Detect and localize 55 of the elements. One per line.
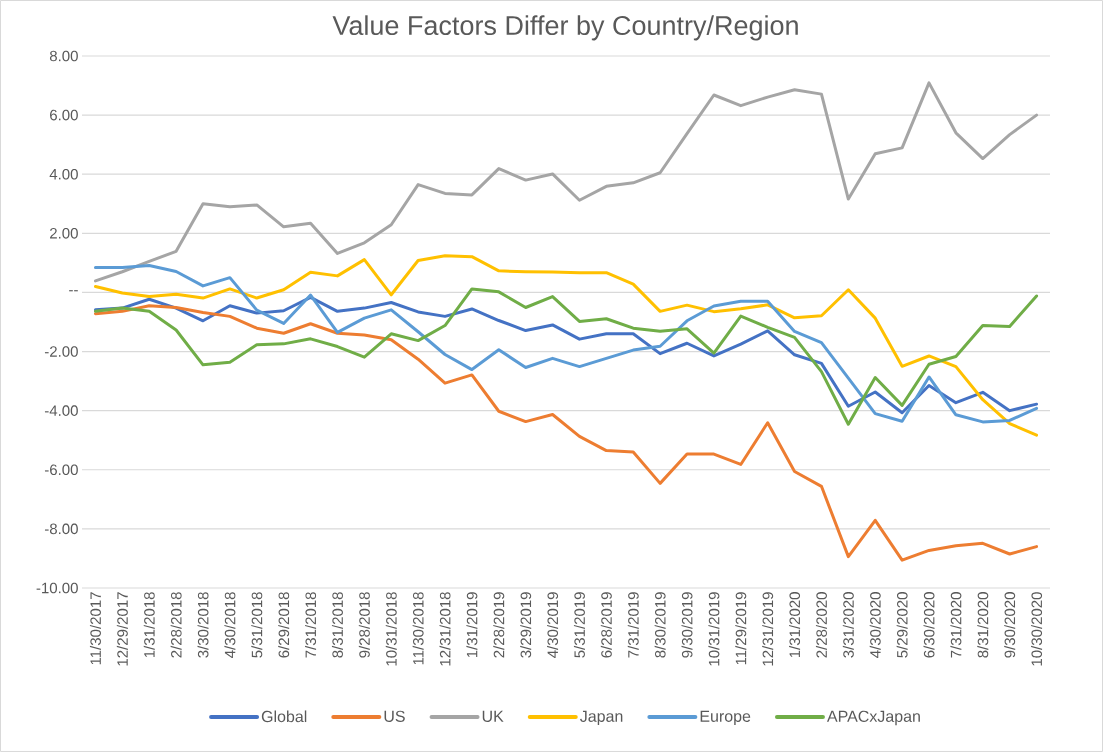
x-tick-label: 11/30/2017	[89, 592, 101, 665]
x-tick-label: 8/31/2018	[331, 592, 343, 658]
x-tick-label: 12/31/2018	[439, 592, 451, 666]
x-tick-label: 4/30/2019	[547, 592, 559, 658]
x-tick-label: 6/30/2020	[923, 592, 935, 658]
y-tick-label: --	[69, 290, 78, 292]
legend-label: Europe	[700, 710, 751, 726]
x-tick-label: 10/30/2020	[1031, 592, 1043, 666]
x-tick-label: 5/29/2020	[896, 592, 908, 658]
x-tick-label: 6/28/2019	[600, 592, 612, 658]
y-tick-label: -10.00	[36, 582, 78, 594]
legend-label: Global	[261, 710, 307, 723]
x-tick-label: 8/30/2019	[654, 592, 666, 658]
x-tick-label: 2/28/2020	[815, 592, 827, 658]
x-tick-label: 1/31/2018	[143, 592, 155, 658]
x-tick-label: 5/31/2018	[251, 592, 263, 658]
x-tick-label: 7/31/2018	[305, 592, 317, 658]
x-tick-label: 6/29/2018	[278, 592, 290, 658]
chart-title: Value Factors Differ by Country/Region	[332, 15, 798, 41]
y-tick-label: -2.00	[44, 346, 78, 357]
x-tick-label: 9/30/2020	[1004, 592, 1016, 658]
legend-label: APACxJapan	[826, 710, 920, 726]
x-tick-label: 10/31/2019	[708, 592, 720, 666]
y-tick-label: -8.00	[44, 523, 78, 535]
x-tick-label: 10/31/2018	[385, 592, 397, 666]
y-tick-label: 2.00	[50, 228, 78, 239]
x-tick-label: 2/28/2019	[493, 592, 505, 658]
x-tick-label: 2/28/2018	[170, 592, 182, 658]
x-tick-label: 3/29/2019	[520, 592, 532, 658]
x-tick-label: 3/30/2018	[197, 592, 209, 658]
legend-label: Japan	[580, 710, 623, 726]
x-tick-label: 11/29/2019	[735, 592, 747, 665]
x-tick-label: 12/29/2017	[116, 592, 128, 666]
x-tick-label: 1/31/2019	[466, 592, 478, 658]
line-series	[93, 81, 1039, 283]
x-tick-label: 11/30/2018	[412, 592, 424, 665]
legend-label: US	[384, 710, 405, 722]
x-tick-label: 7/31/2019	[627, 592, 639, 658]
x-tick-label: 1/31/2020	[789, 592, 801, 658]
x-tick-label: 9/28/2018	[358, 592, 370, 658]
y-tick-label: -4.00	[44, 405, 78, 416]
y-tick-label: 6.00	[50, 109, 78, 121]
x-tick-label: 3/31/2020	[842, 592, 854, 658]
y-tick-label: 4.00	[49, 168, 78, 180]
y-tick-label: 8.00	[49, 50, 78, 62]
y-tick-label: -6.00	[44, 464, 78, 476]
x-tick-label: 7/31/2020	[950, 592, 962, 658]
x-tick-label: 5/31/2019	[573, 592, 585, 658]
x-tick-label: 8/31/2020	[977, 592, 989, 658]
x-tick-label: 4/30/2020	[869, 592, 881, 658]
x-tick-label: 4/30/2018	[224, 592, 236, 658]
x-tick-label: 9/30/2019	[681, 592, 693, 658]
legend-label: UK	[482, 710, 504, 722]
line-series	[93, 304, 1039, 562]
x-tick-label: 12/31/2019	[762, 592, 774, 666]
